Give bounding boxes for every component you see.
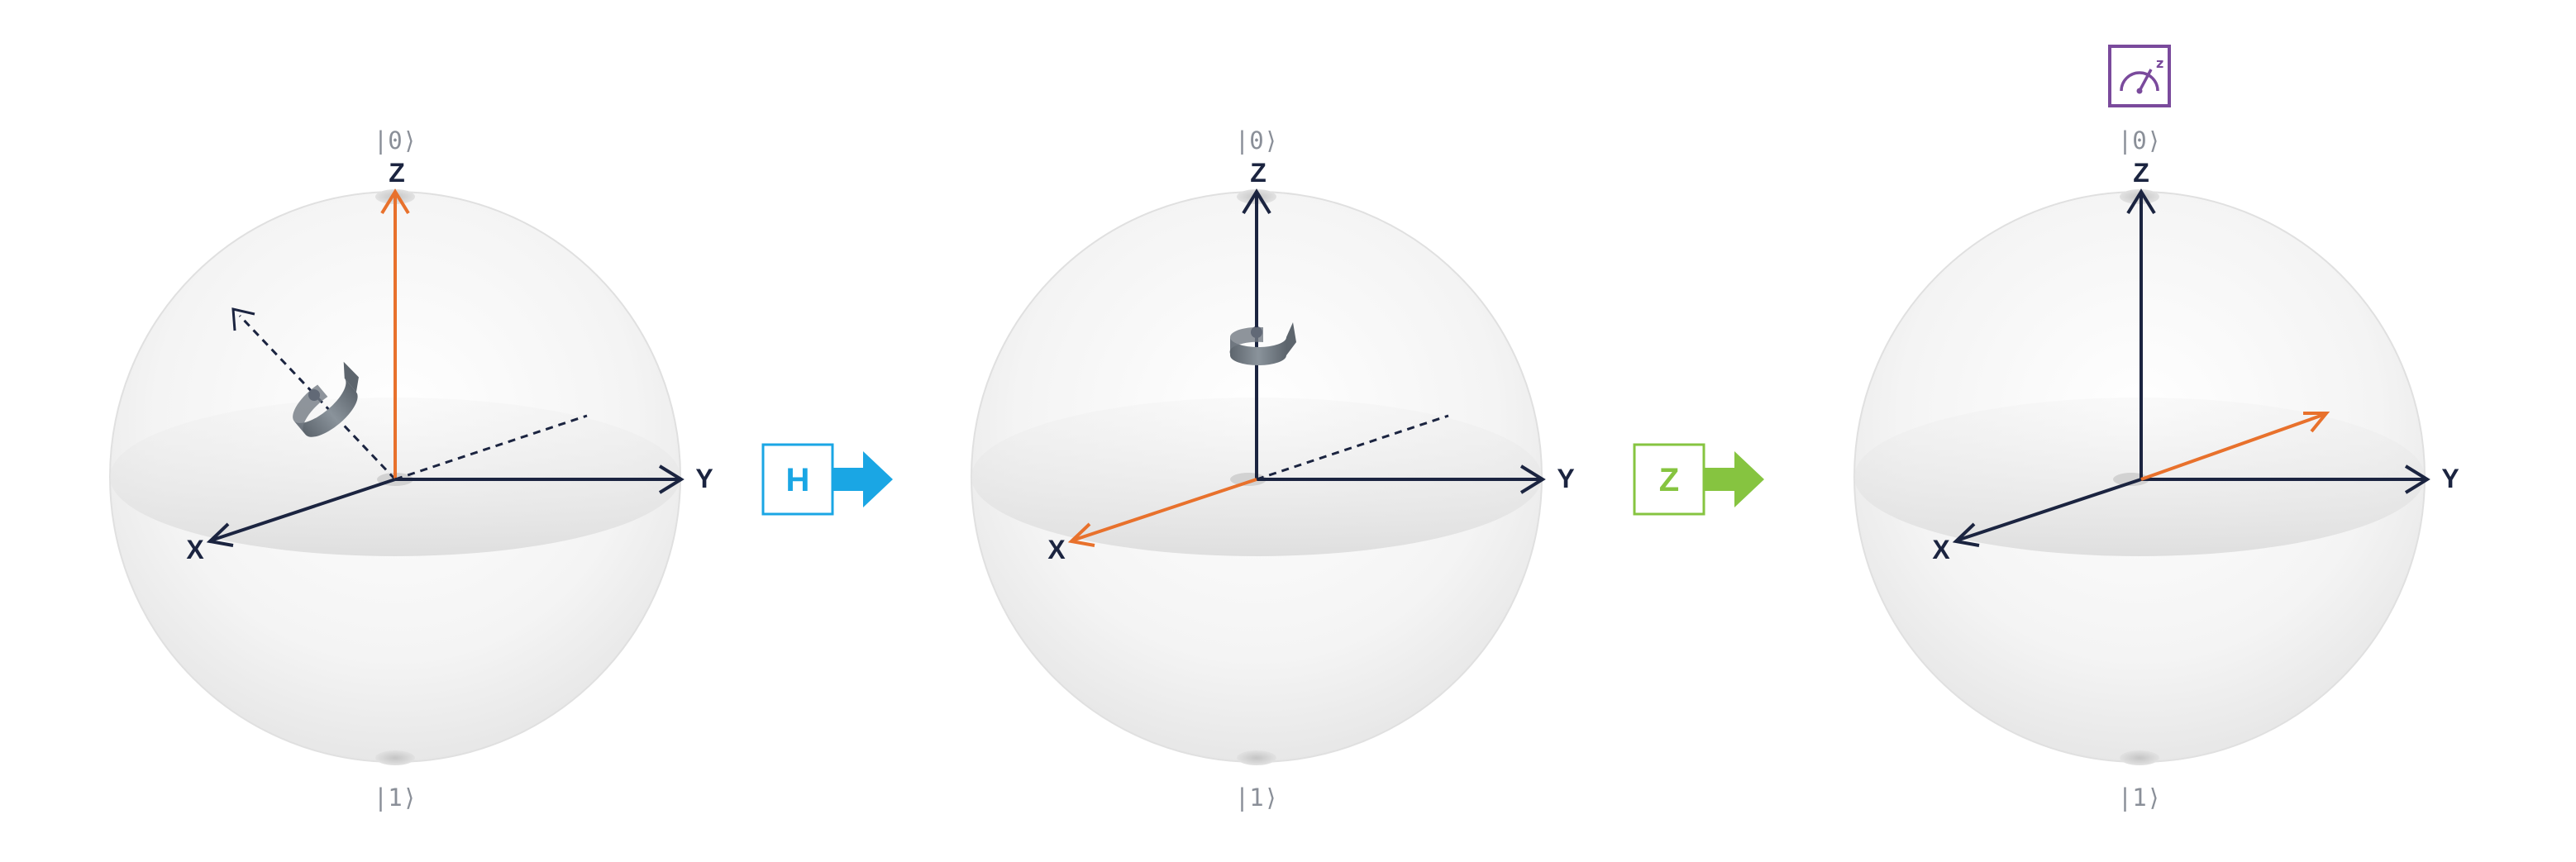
x-axis-arrowhead (206, 522, 234, 547)
x-axis-arrowhead (1067, 522, 1095, 547)
x-axis (212, 478, 396, 541)
ket-zero-label: |0⟩ (374, 126, 417, 155)
z-axis-arrowhead (2126, 188, 2156, 215)
z-axis-label: Z (2133, 158, 2149, 188)
ket-one-label: |1⟩ (2118, 783, 2161, 812)
z-gate: Z (1633, 443, 1764, 516)
rotation-axis-arrowhead (231, 307, 255, 331)
rotation-arrow-icon (1229, 322, 1296, 365)
x-axis-label: X (186, 535, 204, 564)
x-axis-label: X (1932, 535, 1950, 564)
hadamard-right-arrow-icon (832, 451, 893, 507)
z-gate-label: Z (1659, 462, 1679, 498)
ket-one-label: |1⟩ (1235, 783, 1278, 812)
measure-z-icon: z (2108, 45, 2171, 107)
hadamard-gate-box (761, 443, 834, 516)
z-axis-label: Z (389, 158, 405, 188)
state-vector-arrowhead (2303, 412, 2330, 433)
bloch-sphere-after-z: |0⟩ |1⟩ Z Y X z (1853, 45, 2459, 812)
z-axis-arrowhead (1242, 188, 1271, 215)
ket-one-label: |1⟩ (374, 783, 417, 812)
y-axis-label: Y (695, 464, 713, 493)
y-axis-back-dashed (1256, 414, 1449, 481)
hadamard-gate-label: H (786, 462, 810, 498)
x-axis-arrowhead (1952, 522, 1980, 547)
y-axis-arrowhead (658, 464, 685, 494)
south-pole-mark (1237, 750, 1276, 765)
state-vector (2140, 413, 2324, 481)
x-axis-label: X (1047, 535, 1066, 564)
x-axis-state-vector (1074, 478, 1257, 541)
hadamard-gate: H (761, 443, 893, 516)
rotation-arrow-icon (293, 361, 359, 437)
ket-zero-label: |0⟩ (2118, 126, 2161, 155)
z-axis-arrowhead (380, 188, 410, 215)
y-axis-label: Y (2441, 464, 2459, 493)
z-axis-label: Z (1250, 158, 1267, 188)
y-axis-arrowhead (2404, 464, 2431, 494)
measure-z-label: z (2156, 55, 2163, 71)
y-axis-back-dashed (394, 414, 588, 481)
x-axis (1958, 478, 2142, 541)
ket-zero-label: |0⟩ (1235, 126, 1278, 155)
bloch-sphere-initial: |0⟩ |1⟩ Z Y X (109, 126, 713, 812)
bloch-sphere-after-h: |0⟩ |1⟩ Z Y X (971, 126, 1575, 812)
y-axis-label: Y (1557, 464, 1574, 493)
south-pole-mark (2120, 750, 2159, 765)
south-pole-mark (375, 750, 415, 765)
y-axis-arrowhead (1519, 464, 1546, 494)
z-gate-right-arrow-icon (1704, 451, 1764, 507)
